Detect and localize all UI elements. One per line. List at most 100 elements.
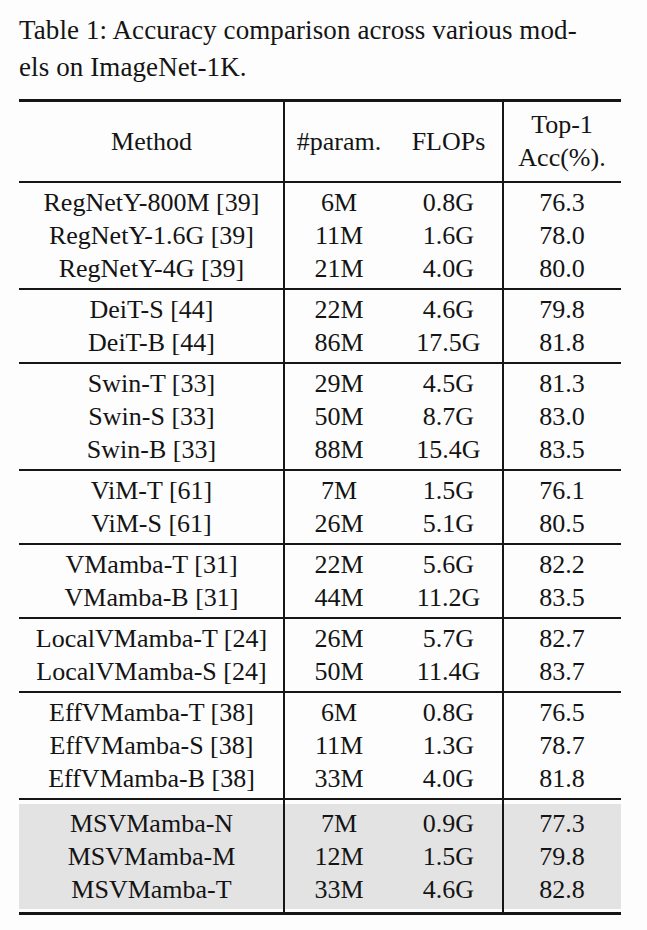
params-cell: 12M bbox=[284, 840, 394, 873]
accuracy-cell: 83.0 bbox=[503, 400, 621, 433]
params-cell: 29M bbox=[284, 367, 394, 400]
flops-cell: 1.5G bbox=[394, 840, 503, 873]
method-cell: MSVMamba-T bbox=[19, 873, 284, 906]
params-cell: 7M bbox=[284, 807, 394, 840]
table-row: Swin-S [33]50M8.7G83.0 bbox=[19, 400, 621, 433]
method-cell: ViM-S [61] bbox=[19, 507, 284, 540]
params-cell: 7M bbox=[284, 474, 394, 507]
highlighted-method-section: MSVMamba-N7M0.9G77.3MSVMamba-M12M1.5G79.… bbox=[19, 804, 621, 909]
table-row: VMamba-T [31]22M5.6G82.2 bbox=[19, 548, 621, 581]
flops-cell: 4.6G bbox=[394, 293, 503, 326]
flops-cell: 8.7G bbox=[394, 400, 503, 433]
method-cell: RegNetY-800M [39] bbox=[19, 186, 284, 219]
flops-cell: 4.5G bbox=[394, 367, 503, 400]
flops-cell: 0.8G bbox=[394, 186, 503, 219]
method-section: DeiT-S [44]22M4.6G79.8DeiT-B [44]86M17.5… bbox=[19, 290, 621, 362]
table-header-row: Method #param. FLOPs Top-1 Acc(%). bbox=[19, 102, 621, 181]
method-cell: EffVMamba-B [38] bbox=[19, 762, 284, 795]
params-cell: 44M bbox=[284, 581, 394, 614]
accuracy-cell: 83.5 bbox=[503, 433, 621, 466]
method-section: LocalVMamba-T [24]26M5.7G82.7LocalVMamba… bbox=[19, 619, 621, 691]
params-cell: 22M bbox=[284, 548, 394, 581]
params-cell: 50M bbox=[284, 655, 394, 688]
accuracy-cell: 79.8 bbox=[503, 293, 621, 326]
table-row: EffVMamba-T [38]6M0.8G76.5 bbox=[19, 696, 621, 729]
method-section: Swin-T [33]29M4.5G81.3Swin-S [33]50M8.7G… bbox=[19, 364, 621, 469]
accuracy-cell: 80.0 bbox=[503, 252, 621, 285]
method-cell: Swin-B [33] bbox=[19, 433, 284, 466]
method-section: ViM-T [61]7M1.5G76.1ViM-S [61]26M5.1G80.… bbox=[19, 471, 621, 543]
params-cell: 50M bbox=[284, 400, 394, 433]
table-row: EffVMamba-S [38]11M1.3G78.7 bbox=[19, 729, 621, 762]
accuracy-cell: 77.3 bbox=[503, 807, 621, 840]
table-row: MSVMamba-T33M4.6G82.8 bbox=[19, 873, 621, 906]
flops-cell: 1.5G bbox=[394, 474, 503, 507]
method-cell: DeiT-B [44] bbox=[19, 326, 284, 359]
header-top1-acc-line1: Top-1 bbox=[531, 110, 593, 139]
flops-cell: 17.5G bbox=[394, 326, 503, 359]
flops-cell: 4.0G bbox=[394, 252, 503, 285]
accuracy-cell: 78.0 bbox=[503, 219, 621, 252]
table-row: DeiT-B [44]86M17.5G81.8 bbox=[19, 326, 621, 359]
header-method: Method bbox=[19, 125, 284, 158]
method-cell: RegNetY-1.6G [39] bbox=[19, 219, 284, 252]
accuracy-cell: 82.8 bbox=[503, 873, 621, 906]
params-cell: 33M bbox=[284, 873, 394, 906]
params-cell: 22M bbox=[284, 293, 394, 326]
flops-cell: 4.6G bbox=[394, 873, 503, 906]
column-separator-2 bbox=[502, 99, 504, 915]
accuracy-cell: 76.1 bbox=[503, 474, 621, 507]
header-params: #param. bbox=[284, 125, 394, 158]
column-separator-1 bbox=[283, 99, 285, 915]
method-cell: VMamba-B [31] bbox=[19, 581, 284, 614]
accuracy-cell: 78.7 bbox=[503, 729, 621, 762]
flops-cell: 5.6G bbox=[394, 548, 503, 581]
table-bottom-rule bbox=[19, 912, 621, 915]
table-row: MSVMamba-M12M1.5G79.8 bbox=[19, 840, 621, 873]
table-row: EffVMamba-B [38]33M4.0G81.8 bbox=[19, 762, 621, 795]
accuracy-cell: 79.8 bbox=[503, 840, 621, 873]
table-row: ViM-T [61]7M1.5G76.1 bbox=[19, 474, 621, 507]
accuracy-cell: 83.5 bbox=[503, 581, 621, 614]
accuracy-cell: 82.2 bbox=[503, 548, 621, 581]
params-cell: 6M bbox=[284, 186, 394, 219]
table-row: Swin-T [33]29M4.5G81.3 bbox=[19, 367, 621, 400]
method-section: RegNetY-800M [39]6M0.8G76.3 RegNetY-1.6G … bbox=[19, 183, 621, 288]
accuracy-cell: 81.8 bbox=[503, 762, 621, 795]
table-body: RegNetY-800M [39]6M0.8G76.3RegNetY-1.6G … bbox=[19, 183, 621, 909]
header-top1-acc: Top-1 Acc(%). bbox=[503, 108, 621, 174]
params-cell: 21M bbox=[284, 252, 394, 285]
flops-cell: 5.1G bbox=[394, 507, 503, 540]
flops-cell: 1.3G bbox=[394, 729, 503, 762]
accuracy-cell: 81.8 bbox=[503, 326, 621, 359]
table-row: DeiT-S [44]22M4.6G79.8 bbox=[19, 293, 621, 326]
method-cell: EffVMamba-T [38] bbox=[19, 696, 284, 729]
method-cell: ViM-T [61] bbox=[19, 474, 284, 507]
method-cell: Swin-S [33] bbox=[19, 400, 284, 433]
accuracy-cell: 76.5 bbox=[503, 696, 621, 729]
params-cell: 33M bbox=[284, 762, 394, 795]
accuracy-cell: 82.7 bbox=[503, 622, 621, 655]
method-cell: LocalVMamba-S [24] bbox=[19, 655, 284, 688]
flops-cell: 5.7G bbox=[394, 622, 503, 655]
accuracy-cell: 76.3 bbox=[503, 186, 621, 219]
method-section: VMamba-T [31]22M5.6G82.2VMamba-B [31]44M… bbox=[19, 545, 621, 617]
section-separator-rule bbox=[19, 798, 621, 800]
method-cell: MSVMamba-N bbox=[19, 807, 284, 840]
table-row: ViM-S [61]26M5.1G80.5 bbox=[19, 507, 621, 540]
method-cell: VMamba-T [31] bbox=[19, 548, 284, 581]
table-row: MSVMamba-N7M0.9G77.3 bbox=[19, 807, 621, 840]
params-cell: 26M bbox=[284, 507, 394, 540]
caption-line-2: els on ImageNet-1K. bbox=[19, 52, 247, 82]
table-row: LocalVMamba-S [24]50M11.4G83.7 bbox=[19, 655, 621, 688]
table-row: Swin-B [33]88M15.4G83.5 bbox=[19, 433, 621, 466]
accuracy-cell: 81.3 bbox=[503, 367, 621, 400]
flops-cell: 0.9G bbox=[394, 807, 503, 840]
method-cell: DeiT-S [44] bbox=[19, 293, 284, 326]
flops-cell: 11.2G bbox=[394, 581, 503, 614]
params-cell: 11M bbox=[284, 729, 394, 762]
table-row: VMamba-B [31]44M11.2G83.5 bbox=[19, 581, 621, 614]
table-row: RegNetY-4G [39]21M4.0G80.0 bbox=[19, 252, 621, 285]
accuracy-cell: 83.7 bbox=[503, 655, 621, 688]
params-cell: 6M bbox=[284, 696, 394, 729]
